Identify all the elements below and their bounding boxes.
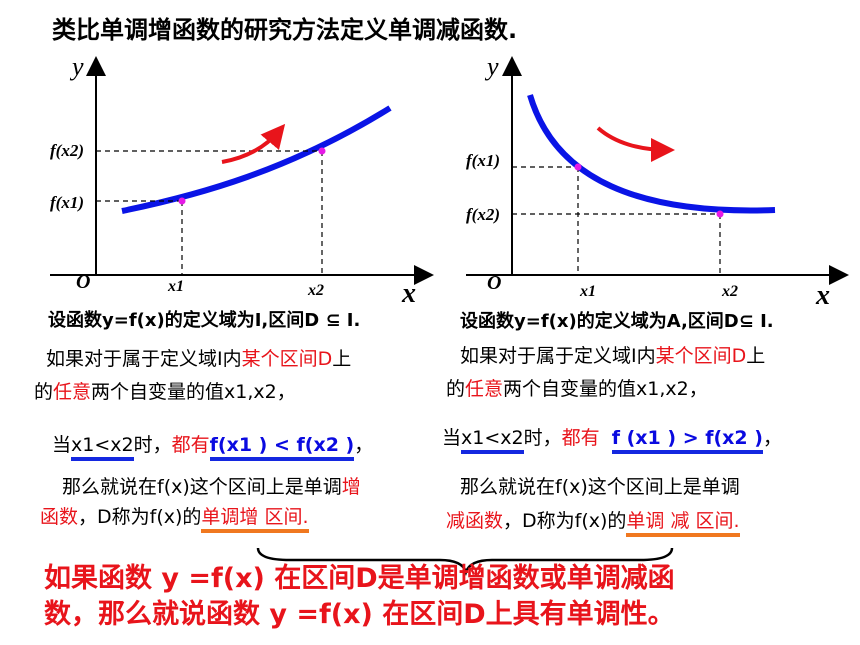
right-line5: 那么就说在f(x)这个区间上是单调	[460, 476, 740, 498]
left-line6-c: 单调增 区间.	[201, 506, 309, 533]
left-point-2	[318, 147, 326, 155]
left-line6-a: 函数	[40, 506, 79, 528]
left-line6: 函数，D称为f(x)的单调增 区间.	[40, 502, 309, 533]
page-title: 类比单调增函数的研究方法定义单调减函数.	[52, 16, 518, 44]
left-fx1-label: f(x1)	[50, 193, 84, 212]
right-line4-d: 都有	[561, 427, 600, 449]
left-line3-a: 的	[34, 381, 54, 403]
right-x1-tick: x1	[580, 283, 596, 300]
right-origin-label: O	[487, 272, 502, 294]
left-line4-f: ，	[354, 434, 374, 456]
left-line4: 当x1<x2时，都有f(x1 ) < f(x2 )，	[52, 430, 374, 461]
right-line6-b: ，D称为f(x)的	[503, 510, 627, 532]
left-line5-a: 那么就说在f(x)这个区间上是单调	[62, 476, 342, 498]
right-line6: 减函数，D称为f(x)的单调 减 区间.	[446, 506, 740, 537]
left-line2: 如果对于属于定义域I内某个区间D上	[46, 344, 351, 371]
left-line5-b: 增	[341, 476, 361, 498]
right-line4-f: ，	[762, 427, 782, 449]
right-line3-a: 的	[446, 378, 466, 400]
left-x2-tick: x2	[308, 282, 324, 299]
left-line3-c: 两个自变量的值x1,x2，	[91, 381, 296, 403]
left-point-1	[178, 197, 186, 205]
conclusion-line2: 数，那么就说函数 y =f(x) 在区间D上具有单调性。	[44, 599, 675, 630]
left-line2-b: 某个区间D	[241, 348, 333, 370]
left-line3-b: 任意	[53, 381, 92, 403]
right-x-label: x	[816, 280, 830, 311]
left-fx2-label: f(x2)	[50, 141, 84, 160]
right-line4: 当x1<x2时，都有 f (x1 ) > f(x2 )，	[442, 423, 782, 454]
right-line6-a: 减函数	[446, 510, 504, 532]
left-line4-c: 时，	[133, 434, 172, 456]
right-line2-c: 上	[746, 345, 766, 367]
left-line6-b: ，D称为f(x)的	[78, 506, 202, 528]
right-line2-b: 某个区间D	[655, 345, 747, 367]
right-line6-c: 单调 减 区间.	[626, 510, 740, 537]
right-fx2-label: f(x2)	[466, 205, 500, 224]
right-line4-a: 当	[442, 427, 462, 449]
right-point-2	[716, 210, 724, 218]
left-red-arrow	[221, 123, 286, 164]
right-x2-tick: x2	[722, 283, 738, 300]
left-increasing-curve	[121, 105, 392, 214]
left-line4-d: 都有	[171, 434, 210, 456]
right-y-label: y	[487, 52, 499, 81]
right-line4-e: f (x1 ) > f(x2 )	[611, 427, 763, 454]
left-line4-b: x1<x2	[71, 434, 134, 461]
right-line4-b: x1<x2	[461, 427, 524, 454]
right-line4-c: 时，	[523, 427, 562, 449]
right-line2: 如果对于属于定义域I内某个区间D上	[460, 341, 765, 368]
conclusion-line1: 如果函数 y =f(x) 在区间D是单调增函数或单调减函	[44, 563, 675, 594]
right-line2-a: 如果对于属于定义域I内	[460, 345, 656, 367]
left-graph	[50, 56, 434, 285]
left-line2-c: 上	[332, 348, 352, 370]
left-line1: 设函数y=f(x)的定义域为I,区间D ⊆ I.	[48, 310, 361, 331]
left-x1-tick: x1	[168, 278, 184, 295]
right-line3-b: 任意	[465, 378, 504, 400]
right-red-arrow	[596, 126, 675, 162]
right-line3: 的任意两个自变量的值x1,x2，	[446, 374, 708, 401]
brace	[256, 547, 674, 576]
left-line4-a: 当	[52, 434, 72, 456]
left-line4-e: f(x1 ) < f(x2 )	[209, 434, 355, 461]
right-line1: 设函数y=f(x)的定义域为A,区间D⊆ I.	[460, 311, 774, 332]
right-fx1-label: f(x1)	[466, 151, 500, 170]
right-graph	[466, 56, 849, 285]
right-line3-c: 两个自变量的值x1,x2，	[503, 378, 708, 400]
left-line5: 那么就说在f(x)这个区间上是单调增	[62, 472, 361, 499]
right-point-1	[574, 163, 582, 171]
left-x-label: x	[402, 278, 416, 309]
right-decreasing-curve	[527, 94, 776, 214]
left-line2-a: 如果对于属于定义域I内	[46, 348, 242, 370]
left-line3: 的任意两个自变量的值x1,x2，	[34, 377, 296, 404]
left-origin-label: O	[76, 271, 91, 293]
left-y-label: y	[72, 52, 84, 81]
